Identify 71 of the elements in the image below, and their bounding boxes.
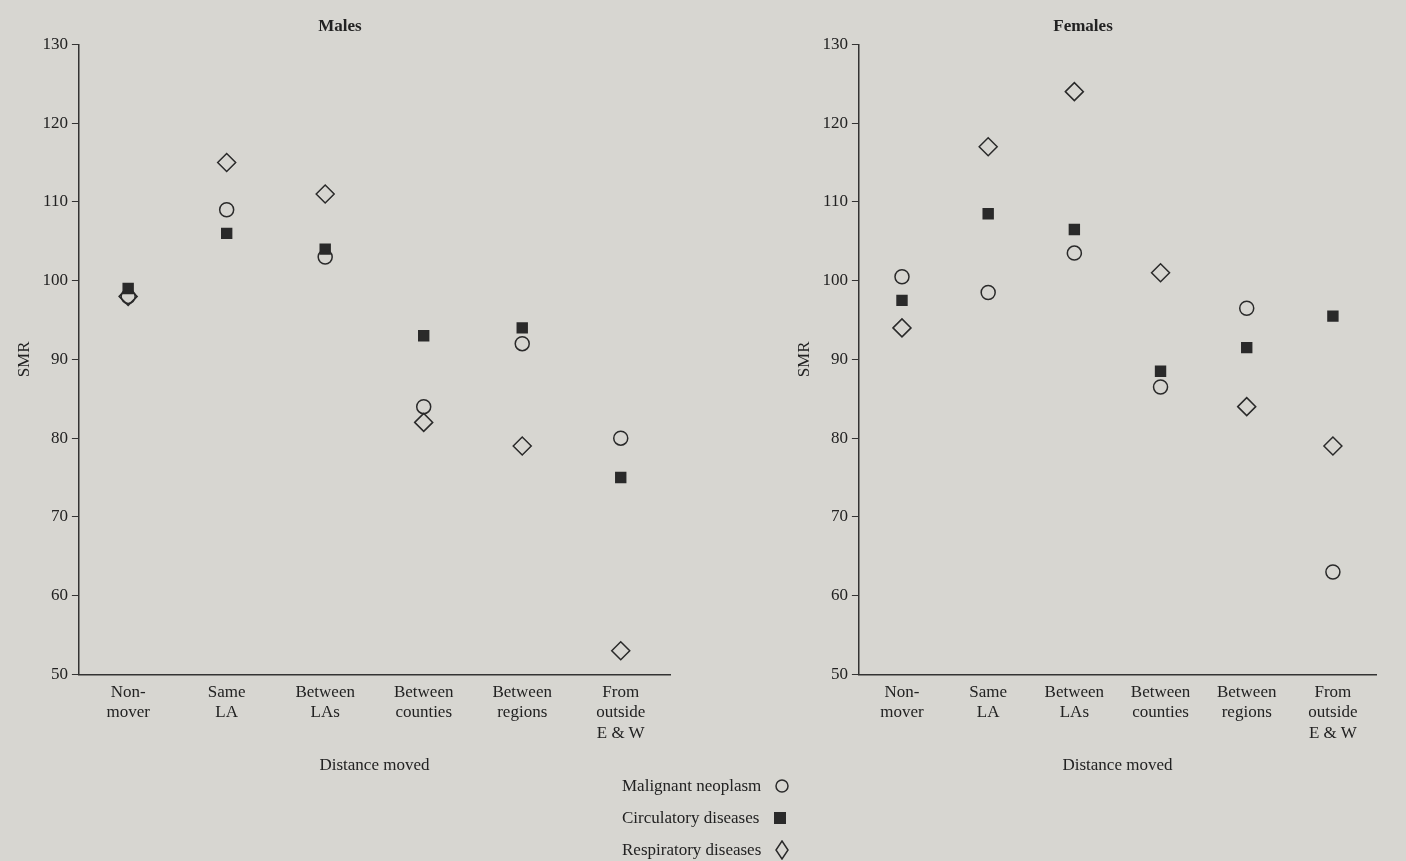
y-tick-label: 70: [830, 506, 848, 526]
point: [1150, 263, 1171, 283]
point: [317, 249, 333, 265]
y-tick-label: 90: [50, 348, 68, 368]
chart-title: Males: [318, 15, 363, 35]
point: [1064, 81, 1085, 102]
point: [980, 284, 996, 301]
point: [514, 335, 530, 352]
y-tick-label: 110: [823, 191, 848, 211]
y-tick-label: 60: [830, 585, 848, 605]
x-tick-label: Same LA: [969, 682, 1008, 722]
point: [315, 184, 335, 204]
point: [1154, 365, 1167, 377]
point: [1236, 396, 1257, 417]
x-tick-label: From outside E & W: [596, 682, 646, 742]
y-tick-label: 120: [42, 112, 68, 132]
y-tick-label: 80: [830, 427, 848, 447]
y-tick-label: 90: [830, 348, 848, 368]
x-axis-title: Distance moved: [319, 755, 430, 775]
y-tick-label: 110: [43, 191, 68, 211]
x-tick-label: Between counties: [1130, 682, 1191, 722]
point: [413, 412, 434, 433]
point: [512, 436, 532, 456]
chart-title: Females: [1053, 15, 1114, 35]
y-tick-label: 100: [822, 270, 848, 290]
y-tick-label: 50: [50, 663, 68, 683]
legend-label: Respiratory diseases: [622, 839, 762, 861]
point: [610, 641, 631, 661]
point: [615, 471, 627, 484]
point: [218, 202, 235, 218]
y-tick-label: 120: [822, 112, 848, 132]
point: [978, 137, 998, 157]
point: [982, 208, 994, 220]
x-tick-label: Between counties: [393, 682, 454, 722]
x-tick-label: From outside E & W: [1308, 682, 1358, 742]
point: [1241, 341, 1253, 354]
y-tick-label: 80: [50, 427, 68, 447]
point: [516, 322, 528, 334]
x-tick-label: Between regions: [1216, 682, 1277, 722]
point: [1325, 564, 1341, 580]
y-tick-label: 50: [830, 663, 848, 683]
x-tick-label: Between LAs: [295, 682, 356, 722]
x-tick-label: Non- mover: [106, 682, 151, 722]
point: [1066, 245, 1083, 261]
x-tick-label: Between regions: [492, 682, 553, 722]
point: [418, 330, 430, 342]
point: [220, 227, 233, 240]
y-tick-label: 100: [42, 270, 68, 290]
x-tick-label: Between LAs: [1044, 682, 1105, 722]
point: [896, 294, 908, 307]
y-axis-title: SMR: [13, 340, 33, 378]
y-tick-label: 130: [42, 33, 68, 53]
point: [894, 268, 910, 285]
point: [216, 152, 237, 173]
y-axis-title: SMR: [793, 340, 813, 378]
point: [1327, 310, 1339, 322]
point: [1152, 379, 1169, 395]
legend-label: Malignant neoplasm: [622, 775, 762, 797]
point: [612, 430, 629, 446]
x-tick-label: Same LA: [207, 682, 246, 722]
x-tick-label: Non- mover: [880, 682, 925, 722]
legend-label: Circulatory diseases: [622, 807, 760, 829]
x-axis-title: Distance moved: [1062, 755, 1173, 775]
y-tick-label: 130: [822, 33, 848, 53]
point: [1323, 436, 1343, 456]
point: [1068, 223, 1081, 236]
y-tick-label: 60: [50, 585, 68, 605]
point: [892, 318, 912, 338]
y-tick-label: 70: [50, 506, 68, 526]
point: [415, 398, 432, 415]
point: [1238, 300, 1255, 316]
